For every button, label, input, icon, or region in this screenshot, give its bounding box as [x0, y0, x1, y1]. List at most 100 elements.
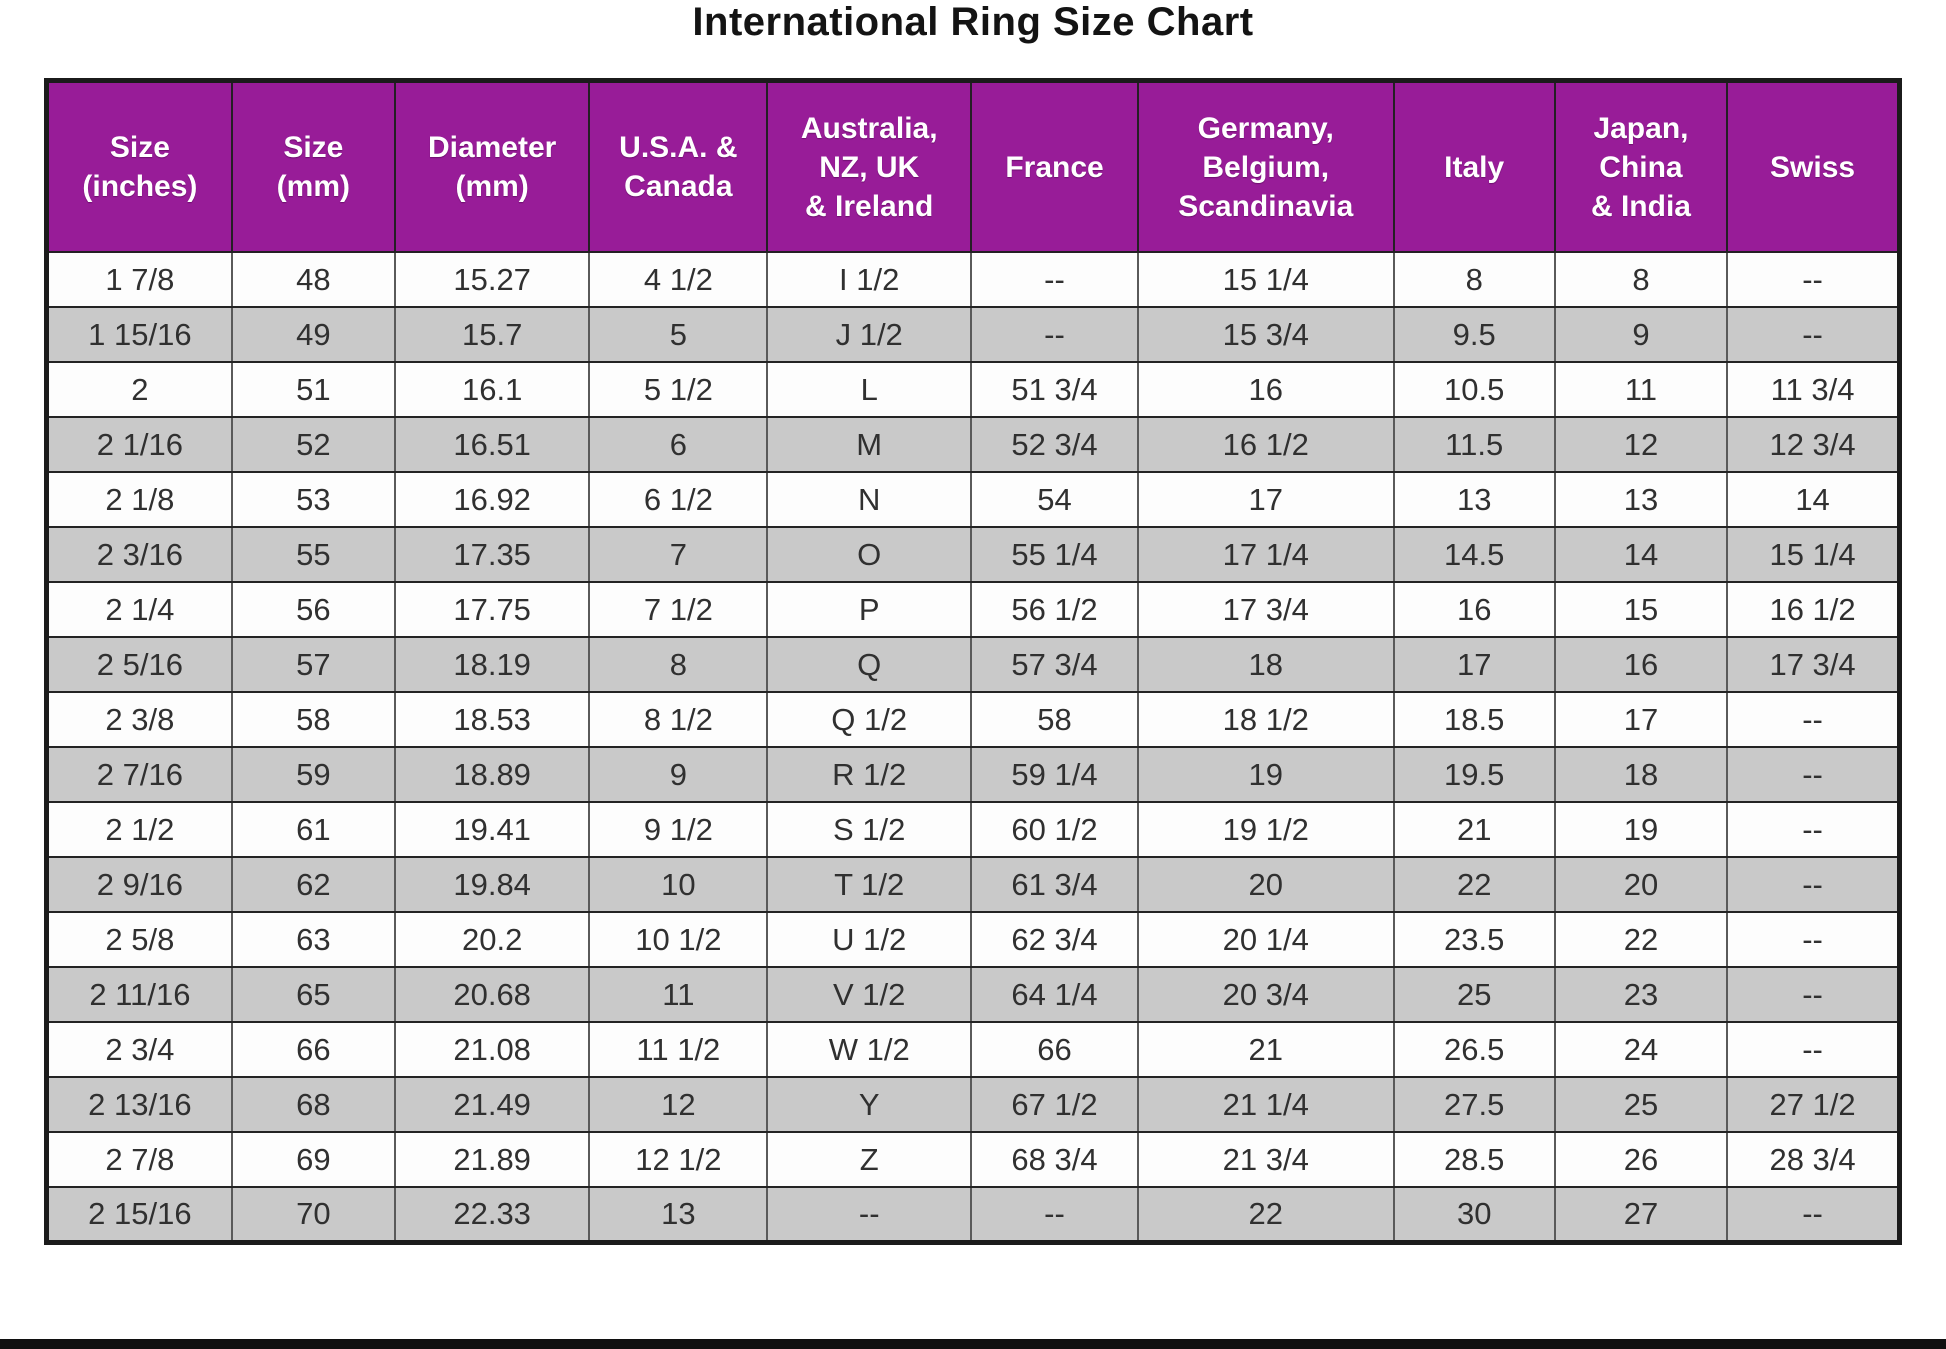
cell: 2 1/8 [45, 471, 233, 528]
cell: Q [766, 636, 973, 693]
cell: 19 1/2 [1136, 801, 1395, 858]
cell: 51 [230, 361, 396, 418]
cell: 16 [1392, 581, 1556, 638]
cell: 61 [230, 801, 396, 858]
cell: 15 3/4 [1136, 306, 1395, 363]
cell: 13 [1553, 471, 1729, 528]
table-row: 2 3/4 66 21.08 11 1/2 W 1/2 66 21 26.5 24 -- [45, 1021, 1901, 1078]
cell: 2 13/16 [45, 1076, 233, 1133]
table-row: 2 1/8 53 16.92 6 1/2 N 54 17 13 13 14 [45, 471, 1901, 528]
cell: 2 1/16 [45, 416, 233, 473]
cell: 17 [1553, 691, 1729, 748]
cell: 64 1/4 [970, 966, 1139, 1023]
cell: 57 3/4 [970, 636, 1139, 693]
cell: -- [1726, 856, 1901, 913]
table-row: 2 7/16 59 18.89 9 R 1/2 59 1/4 19 19.5 18 -- [45, 746, 1901, 803]
cell: 52 3/4 [970, 416, 1139, 473]
table-row: 2 7/8 69 21.89 12 1/2 Z 68 3/4 21 3/4 28.5 26 28 … [45, 1131, 1901, 1188]
cell: 9 1/2 [588, 801, 769, 858]
cell: 1 15/16 [45, 306, 233, 363]
cell: 17 3/4 [1136, 581, 1395, 638]
cell: 2 9/16 [45, 856, 233, 913]
cell: 67 1/2 [970, 1076, 1139, 1133]
cell: 6 1/2 [588, 471, 769, 528]
cell: 2 3/8 [45, 691, 233, 748]
cell: -- [1726, 746, 1901, 803]
column-header-3: U.S.A. & Canada [588, 79, 769, 253]
cell: -- [1726, 911, 1901, 968]
cell: 9.5 [1392, 306, 1556, 363]
cell: 17 [1136, 471, 1395, 528]
cell: U 1/2 [766, 911, 973, 968]
cell: 68 3/4 [970, 1131, 1139, 1188]
cell: 18.19 [393, 636, 591, 693]
cell: 18.5 [1392, 691, 1556, 748]
cell: 16.51 [393, 416, 591, 473]
cell: 9 [588, 746, 769, 803]
cell: 2 15/16 [45, 1186, 233, 1243]
table-header-row: Size (inches) Size (mm) Diameter (mm) U.S.A… [45, 79, 1901, 253]
cell: 7 [588, 526, 769, 583]
table-row: 2 11/16 65 20.68 11 V 1/2 64 1/4 20 3/4 25 23 -- [45, 966, 1901, 1023]
table-row: 2 15/16 70 22.33 13 -- -- 22 30 27 -- [45, 1186, 1901, 1243]
cell: -- [970, 306, 1139, 363]
cell: 20 [1136, 856, 1395, 913]
page-title: International Ring Size Chart [692, 0, 1254, 44]
cell: 48 [230, 251, 396, 308]
table-row: 2 13/16 68 21.49 12 Y 67 1/2 21 1/4 27.5 25 27 1/… [45, 1076, 1901, 1133]
column-header-9: Swiss [1726, 79, 1901, 253]
cell: 70 [230, 1186, 396, 1243]
cell: 26.5 [1392, 1021, 1556, 1078]
cell: 61 3/4 [970, 856, 1139, 913]
cell: 17.35 [393, 526, 591, 583]
cell: 14 [1726, 471, 1901, 528]
cell: 62 [230, 856, 396, 913]
table-row: 2 9/16 62 19.84 10 T 1/2 61 3/4 20 22 20 -- [45, 856, 1901, 913]
cell: 56 [230, 581, 396, 638]
cell: 7 1/2 [588, 581, 769, 638]
cell: 15 1/4 [1136, 251, 1395, 308]
cell: 17 [1392, 636, 1556, 693]
cell: 2 1/2 [45, 801, 233, 858]
table-row: 1 15/16 49 15.7 5 J 1/2 -- 15 3/4 9.5 9 -- [45, 306, 1901, 363]
cell: 22 [1553, 911, 1729, 968]
cell: 8 [588, 636, 769, 693]
cell: 11 3/4 [1726, 361, 1901, 418]
cell: 52 [230, 416, 396, 473]
cell: 17 3/4 [1726, 636, 1901, 693]
cell: 28 3/4 [1726, 1131, 1901, 1188]
cell: 10 [588, 856, 769, 913]
cell: 23 [1553, 966, 1729, 1023]
table-row: 2 3/8 58 18.53 8 1/2 Q 1/2 58 18 1/2 18.5 17 -- [45, 691, 1901, 748]
cell: 51 3/4 [970, 361, 1139, 418]
cell: 16.92 [393, 471, 591, 528]
cell: 4 1/2 [588, 251, 769, 308]
cell: 68 [230, 1076, 396, 1133]
cell: 19.5 [1392, 746, 1556, 803]
cell: O [766, 526, 973, 583]
cell: 14.5 [1392, 526, 1556, 583]
cell: 19.84 [393, 856, 591, 913]
cell: N [766, 471, 973, 528]
cell: 20 1/4 [1136, 911, 1395, 968]
cell: 66 [970, 1021, 1139, 1078]
cell: P [766, 581, 973, 638]
cell: 59 1/4 [970, 746, 1139, 803]
cell: 15.27 [393, 251, 591, 308]
cell: -- [1726, 966, 1901, 1023]
cell: 9 [1553, 306, 1729, 363]
table-row: 2 51 16.1 5 1/2 L 51 3/4 16 10.5 11 11 3/4 [45, 361, 1901, 418]
cell: 15 1/4 [1726, 526, 1901, 583]
column-header-8: Japan, China & India [1553, 79, 1729, 253]
cell: 62 3/4 [970, 911, 1139, 968]
table-row: 2 5/8 63 20.2 10 1/2 U 1/2 62 3/4 20 1/4 23.5 22… [45, 911, 1901, 968]
cell: 16 [1553, 636, 1729, 693]
cell: 59 [230, 746, 396, 803]
cell: 60 1/2 [970, 801, 1139, 858]
column-header-1: Size (mm) [230, 79, 396, 253]
cell: 55 1/4 [970, 526, 1139, 583]
cell: 2 5/8 [45, 911, 233, 968]
cell: 5 1/2 [588, 361, 769, 418]
ring-size-table: Size (inches) Size (mm) Diameter (mm) U.S.A… [44, 78, 1902, 1245]
cell: -- [1726, 306, 1901, 363]
